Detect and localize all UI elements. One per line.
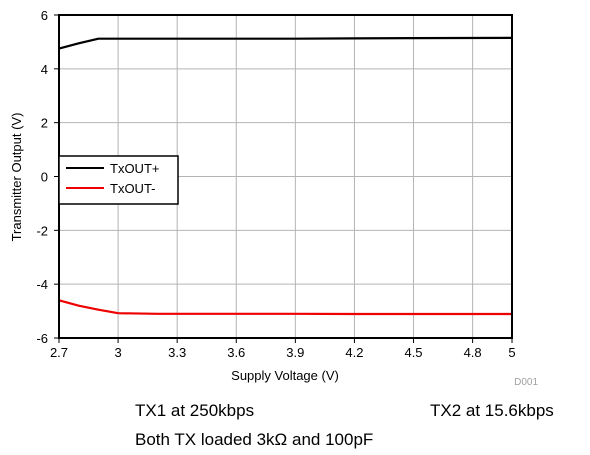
y-tick-label: -2 — [36, 223, 48, 238]
x-tick-labels: 2.7 3 3.3 3.6 3.9 4.2 4.5 4.8 5 — [50, 345, 516, 360]
x-tick-label: 4.8 — [464, 345, 482, 360]
y-axis-label: Transmitter Output (V) — [9, 113, 24, 242]
x-tick-label: 5 — [508, 345, 515, 360]
series-line-txout-plus — [58, 36, 513, 50]
caption-tx2: TX2 at 15.6kbps — [430, 401, 554, 420]
caption-load: Both TX loaded 3kΩ and 100pF — [135, 430, 374, 449]
tick-marks — [54, 14, 513, 343]
y-tick-label: -4 — [36, 277, 48, 292]
grid — [59, 15, 512, 338]
legend-box — [58, 155, 179, 205]
chart-code: D001 — [514, 377, 538, 388]
x-tick-label: 4.2 — [345, 345, 363, 360]
y-tick-label: 2 — [41, 116, 48, 131]
x-tick-label: 3 — [114, 345, 121, 360]
y-tick-label: -6 — [36, 331, 48, 346]
legend: TxOUT+ TxOUT- — [58, 155, 179, 205]
y-tick-labels: 6 4 2 0 -2 -4 -6 — [36, 8, 48, 346]
x-tick-label: 3.9 — [286, 345, 304, 360]
series-lines — [58, 36, 513, 316]
x-tick-label: 3.3 — [168, 345, 186, 360]
y-tick-label: 4 — [41, 62, 48, 77]
x-tick-label: 4.5 — [404, 345, 422, 360]
x-axis-label: Supply Voltage (V) — [231, 368, 339, 383]
caption-tx1: TX1 at 250kbps — [135, 401, 255, 420]
y-tick-label: 6 — [41, 8, 48, 23]
series-line-txout-minus — [58, 299, 512, 316]
chart: 2.7 3 3.3 3.6 3.9 4.2 4.5 4.8 5 6 4 2 0 -2 -4 -6 Suppl… — [9, 8, 538, 388]
legend-label-txout-minus: TxOUT- — [110, 181, 156, 196]
y-tick-label: 0 — [41, 170, 48, 185]
x-tick-label: 3.6 — [227, 345, 245, 360]
legend-label-txout-plus: TxOUT+ — [110, 161, 159, 176]
x-tick-label: 2.7 — [50, 345, 68, 360]
